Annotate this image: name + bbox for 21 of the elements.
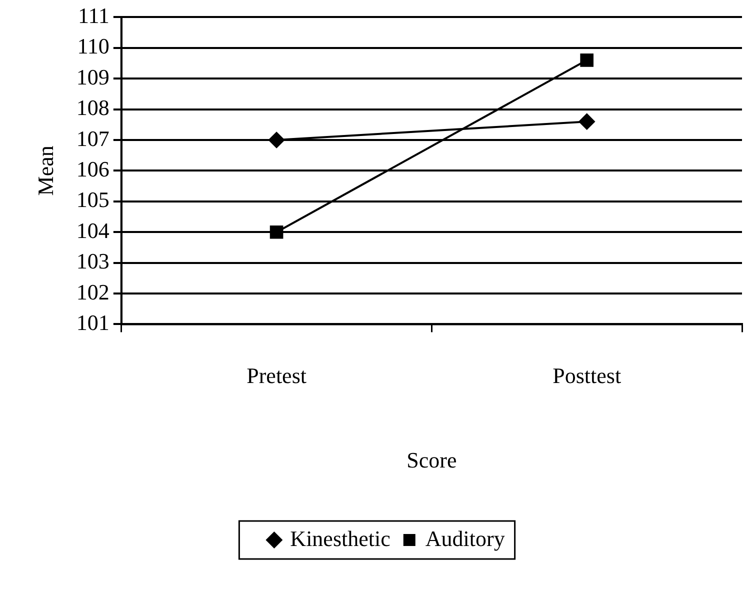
x-axis-title: Score (406, 448, 457, 473)
y-tick-label: 110 (77, 34, 110, 59)
y-tick-label: 107 (76, 126, 110, 151)
x-tick-label: Posttest (552, 363, 622, 388)
y-tick-label: 108 (76, 95, 110, 120)
point (268, 132, 285, 148)
y-tick-label: 109 (76, 64, 110, 90)
point (270, 225, 284, 239)
y-tick-label: 105 (76, 187, 110, 212)
y-tick-label: 103 (76, 248, 110, 274)
legend-label: Kinesthetic (290, 526, 391, 551)
legend-label: Auditory (425, 526, 505, 551)
y-tick-label: 102 (76, 279, 110, 304)
point (580, 54, 594, 67)
y-axis-title: Mean (32, 146, 58, 196)
y-tick-label: 104 (76, 218, 110, 243)
y-tick-label: 106 (76, 156, 110, 182)
y-tick-label: 101 (76, 310, 110, 335)
point (578, 114, 595, 130)
x-tick-label: Pretest (246, 363, 306, 388)
y-tick-label: 111 (78, 2, 110, 28)
